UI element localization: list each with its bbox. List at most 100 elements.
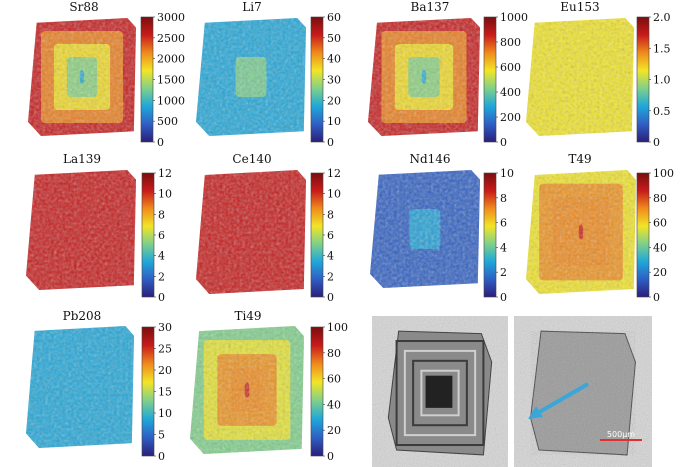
colorbar-tick-label: 0: [653, 136, 660, 149]
colorbar-tick-label: 1000: [157, 94, 185, 107]
pointer-arrow-icon: [528, 382, 589, 419]
colorbar-tick-label: 25: [158, 343, 172, 356]
colorbar-tick-label: 60: [327, 11, 341, 24]
colorbar-tick-label: 60: [327, 373, 341, 386]
colorbar-tick-label: 3000: [157, 11, 185, 24]
colorbar-tick-label: 60: [653, 217, 667, 230]
colorbar-tick-label: 5: [158, 429, 165, 442]
colorbar-tick-label: 8: [158, 208, 165, 221]
scale-bar: 500μm: [600, 430, 642, 441]
colorbar-li7: 60 50 40 30 20 10 0: [310, 11, 341, 149]
colorbar-tick-label: 400: [500, 86, 521, 99]
colorbar-tick-label: 500: [157, 115, 178, 128]
map-title: Sr88: [69, 0, 98, 14]
colorbar-tick-label: 80: [653, 192, 667, 205]
scale-bar-label: 500μm: [607, 430, 635, 439]
colorbar-tick-label: 4: [500, 241, 507, 254]
colorbar-tick-label: 0: [327, 450, 334, 463]
map-title: Ce140: [232, 152, 271, 166]
map-panel-la139: La139 12 10 8 6 4 2 0: [26, 152, 172, 304]
colorbar-tick-label: 50: [327, 32, 341, 45]
colorbar-tick-label: 12: [158, 167, 172, 180]
colorbar-tick-label: 2000: [157, 53, 185, 66]
colorbar-tick-label: 0: [653, 291, 660, 304]
map-panel-ti49: Ti49 100 80 60 40 20 0: [190, 309, 348, 463]
map-title: Eu153: [560, 0, 599, 14]
colorbar-tick-label: 600: [500, 61, 521, 74]
colorbar-eu153: 2.0 1.5 1.0 0.5 0: [636, 11, 671, 149]
colorbar-tick-label: 40: [327, 398, 341, 411]
element-map-la139: [26, 170, 136, 290]
colorbar-tick-label: 40: [327, 53, 341, 66]
colorbar-tick-label: 1.5: [653, 42, 671, 55]
element-map-nd146: [370, 170, 480, 288]
element-map-li7: [196, 18, 306, 136]
map-title: Ba137: [411, 0, 450, 14]
map-panel-nd146: Nd146 10 8 6 4 2 0: [370, 152, 514, 304]
colorbar-tick-label: 100: [653, 167, 674, 180]
colorbar-tick-label: 800: [500, 36, 521, 49]
colorbar-tick-label: 10: [327, 188, 341, 201]
element-map-ti49: [190, 326, 304, 454]
colorbar-tick-label: 200: [500, 111, 521, 124]
colorbar-tick-label: 1000: [500, 11, 528, 24]
colorbar-tick-label: 2: [158, 270, 165, 283]
element-map-pb208: [26, 326, 134, 448]
map-title: Ti49: [234, 309, 261, 323]
colorbar-tick-label: 1500: [157, 74, 185, 87]
colorbar-tick-label: 0: [158, 450, 165, 463]
colorbar-tick-label: 12: [327, 167, 341, 180]
map-panel-li7: Li7 60 50 40 30 20 10 0: [196, 0, 341, 149]
map-panel-eu153: Eu153 2.0 1.5 1.0 0.5 0: [526, 0, 671, 149]
colorbar-tick-label: 2: [500, 266, 507, 279]
map-title: Li7: [242, 0, 261, 14]
element-map-sr88: [28, 18, 136, 136]
map-title: La139: [63, 152, 101, 166]
colorbar-tick-label: 0: [500, 136, 507, 149]
colorbar-tick-label: 20: [327, 94, 341, 107]
colorbar-tick-label: 20: [327, 424, 341, 437]
element-map-t49: [526, 170, 636, 294]
colorbar-tick-label: 10: [327, 115, 341, 128]
map-panel-sr88: Sr88 3000 2500 2000 1500 1000 500 0: [28, 0, 185, 149]
element-map-eu153: [526, 18, 634, 136]
colorbar-tick-label: 30: [158, 321, 172, 334]
colorbar-tick-label: 10: [500, 167, 514, 180]
colorbar-tick-label: 10: [158, 407, 172, 420]
map-title: Pb208: [63, 309, 102, 323]
colorbar-tick-label: 0: [158, 291, 165, 304]
map-panel-t49: T49 100 80 60 40 20 0: [526, 152, 674, 304]
colorbar-pb208: 30 25 20 15 10 5 0: [141, 321, 172, 463]
map-panel-ce140: Ce140 12 10 8 6 4 2 0: [196, 152, 341, 304]
colorbar-ce140: 12 10 8 6 4 2 0: [310, 167, 341, 304]
colorbar-tick-label: 0: [327, 136, 334, 149]
colorbar-tick-label: 8: [500, 192, 507, 205]
colorbar-tick-label: 20: [653, 266, 667, 279]
colorbar-tick-label: 80: [327, 347, 341, 360]
colorbar-tick-label: 0: [157, 136, 164, 149]
element-map-ce140: [196, 170, 306, 294]
colorbar-tick-label: 2500: [157, 32, 185, 45]
colorbar-tick-label: 30: [327, 74, 341, 87]
colorbar-tick-label: 4: [327, 250, 334, 263]
colorbar-t49: 100 80 60 40 20 0: [636, 167, 674, 304]
colorbar-nd146: 10 8 6 4 2 0: [483, 167, 514, 304]
element-map-ba137: [368, 18, 480, 136]
colorbar-tick-label: 6: [158, 229, 165, 242]
colorbar-tick-label: 15: [158, 386, 172, 399]
colorbar-tick-label: 100: [327, 321, 348, 334]
colorbar-tick-label: 2.0: [653, 11, 671, 24]
colorbar-tick-label: 8: [327, 208, 334, 221]
colorbar-sr88: 3000 2500 2000 1500 1000 500 0: [140, 11, 185, 149]
colorbar-ba137: 1000 800 600 400 200 0: [483, 11, 528, 149]
colorbar-tick-label: 10: [158, 188, 172, 201]
map-panel-pb208: Pb208 30 25 20 15 10 5 0: [26, 309, 172, 463]
photo-crystal-arrow: 500μm: [514, 316, 652, 467]
map-title: Nd146: [409, 152, 450, 166]
colorbar-tick-label: 1.0: [653, 74, 671, 87]
photo-zoned-crystal: [372, 316, 508, 467]
colorbar-tick-label: 40: [653, 241, 667, 254]
colorbar-tick-label: 0.5: [653, 105, 671, 118]
colorbar-tick-label: 0: [327, 291, 334, 304]
